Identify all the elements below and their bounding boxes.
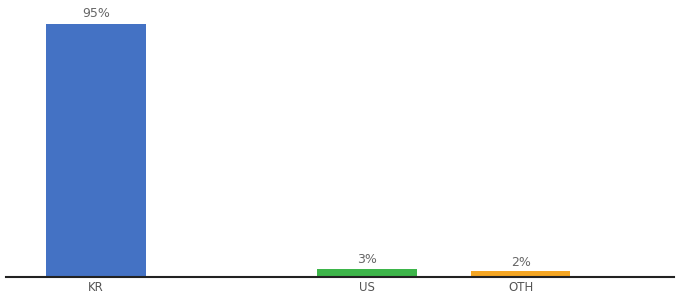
Text: 95%: 95% (82, 7, 110, 20)
Text: 2%: 2% (511, 256, 530, 269)
Bar (471, 271, 571, 277)
Bar (46, 24, 146, 277)
Bar (318, 268, 417, 277)
Text: 3%: 3% (357, 254, 377, 266)
